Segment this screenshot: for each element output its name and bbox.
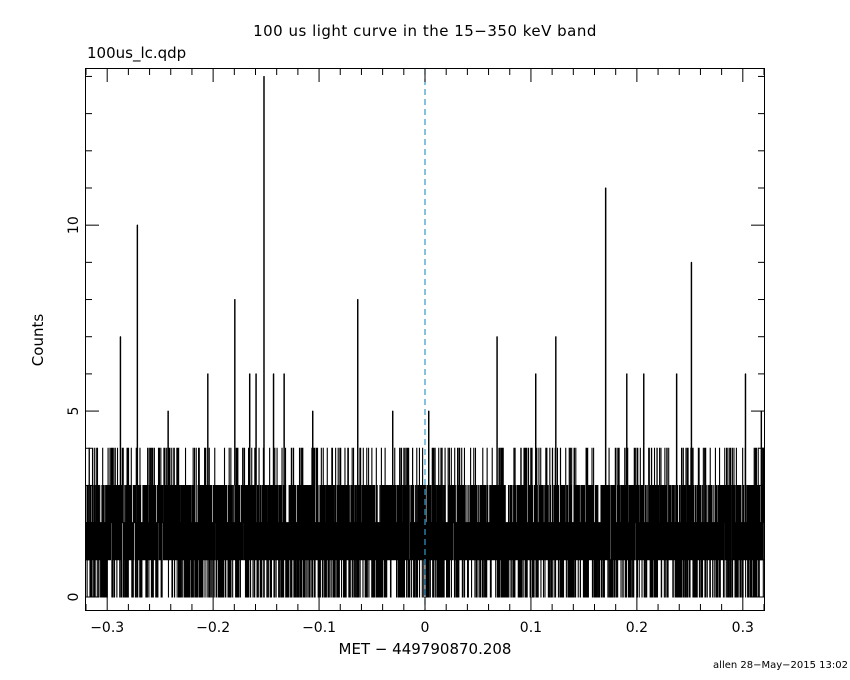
- footer-stamp: allen 28−May−2015 13:02: [713, 660, 848, 671]
- x-axis-label: MET − 449790870.208: [339, 640, 512, 658]
- x-tick-label: −0.3: [90, 620, 124, 636]
- x-tick-label: 0.3: [732, 620, 754, 636]
- x-tick-label: 0.1: [520, 620, 542, 636]
- chart-title: 100 us light curve in the 15−350 keV ban…: [253, 22, 597, 40]
- file-name-label: 100us_lc.qdp: [87, 44, 187, 62]
- plot-frame: [85, 68, 765, 611]
- x-tick-label: −0.1: [302, 620, 336, 636]
- y-tick-label: 0: [66, 593, 82, 602]
- axis-ticks: −0.3 −0.2 −0.1 0 0.1 0.2 0.3 0 5 10: [66, 69, 765, 636]
- y-axis-label: Counts: [29, 314, 47, 367]
- x-tick-label: 0: [421, 620, 430, 636]
- y-tick-label: 10: [66, 216, 82, 234]
- x-tick-label: 0.2: [626, 620, 648, 636]
- x-tick-label: −0.2: [196, 620, 230, 636]
- plot-body: [85, 69, 765, 610]
- y-tick-label: 5: [66, 407, 82, 416]
